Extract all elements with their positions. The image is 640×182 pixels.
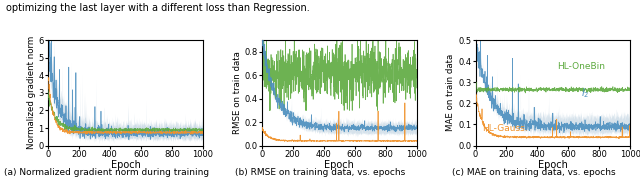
Y-axis label: Normalized gradient norm: Normalized gradient norm [27,36,36,149]
Y-axis label: RMSE on train data: RMSE on train data [232,51,241,134]
Text: HL-Gauss.: HL-Gauss. [482,124,527,133]
Text: (a) Normalized gradient norm during training: (a) Normalized gradient norm during trai… [4,168,209,177]
X-axis label: Epoch: Epoch [538,160,568,170]
Text: $\it{l}_2$: $\it{l}_2$ [581,86,589,100]
X-axis label: Epoch: Epoch [324,160,354,170]
Y-axis label: MAE on train data: MAE on train data [446,54,455,131]
Text: optimizing the last layer with a different loss than Regression.: optimizing the last layer with a differe… [6,3,310,13]
Text: (c) MAE on training data, vs. epochs: (c) MAE on training data, vs. epochs [452,168,615,177]
Text: HL-OneBin: HL-OneBin [557,62,605,71]
Text: (b) RMSE on training data, vs. epochs: (b) RMSE on training data, vs. epochs [235,168,405,177]
X-axis label: Epoch: Epoch [111,160,140,170]
